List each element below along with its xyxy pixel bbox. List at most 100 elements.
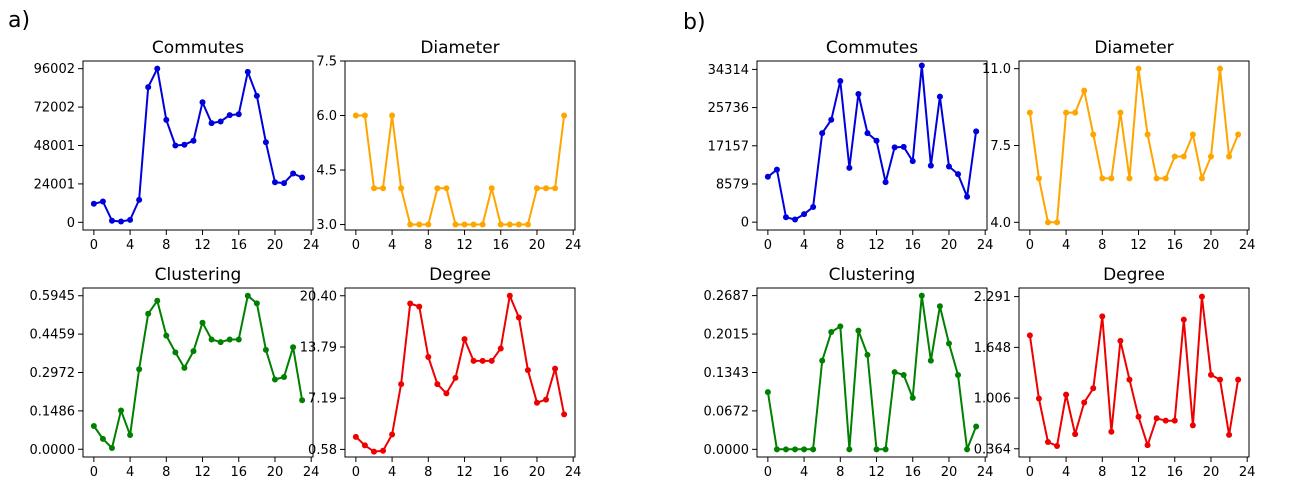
- x-tick-label-a-clustering: 12: [194, 465, 211, 479]
- x-tick-label-a-commutes: 24: [303, 238, 320, 253]
- data-point-a-clustering: [281, 373, 288, 380]
- data-point-b-commutes: [927, 162, 934, 169]
- plot-frame-a-clustering: [82, 287, 314, 458]
- data-point-a-clustering: [253, 300, 260, 307]
- data-point-a-diameter: [434, 185, 441, 192]
- data-point-a-commutes: [163, 116, 170, 123]
- data-point-b-diameter: [1126, 175, 1133, 182]
- data-point-a-commutes: [290, 170, 297, 177]
- x-tick-label-a-diameter: 12: [456, 238, 473, 253]
- data-point-b-degree: [1180, 316, 1187, 323]
- x-tick-label-a-commutes: 8: [162, 238, 170, 253]
- data-point-a-diameter: [543, 185, 550, 192]
- data-point-b-clustering: [900, 371, 907, 378]
- data-point-a-clustering: [271, 376, 278, 383]
- series-line-b-diameter: [1028, 67, 1240, 224]
- y-tick-label-b-diameter: 11.0: [982, 62, 1011, 77]
- data-point-b-commutes: [909, 158, 916, 165]
- series-line-a-degree: [355, 294, 566, 453]
- y-tick-label-b-commutes: 0: [741, 216, 749, 231]
- data-point-a-commutes: [271, 179, 278, 186]
- data-point-b-diameter: [1054, 219, 1061, 226]
- data-point-b-commutes: [782, 214, 789, 221]
- data-point-b-clustering: [927, 357, 934, 364]
- data-point-a-commutes: [253, 92, 260, 99]
- data-point-a-diameter: [398, 185, 405, 192]
- x-tick-label-b-clustering: 24: [977, 465, 994, 479]
- series-line-a-diameter: [355, 114, 566, 226]
- chart-title-b-commutes: Commutes: [826, 38, 918, 58]
- data-point-b-degree: [1144, 442, 1151, 449]
- chart-title-a-degree: Degree: [429, 265, 491, 285]
- x-tick-label-a-clustering: 8: [162, 465, 170, 479]
- x-tick-label-a-degree: 0: [352, 465, 360, 479]
- data-point-a-degree: [479, 357, 486, 364]
- data-point-a-diameter: [361, 112, 368, 119]
- y-tick-label-b-clustering: 0.1343: [704, 366, 750, 381]
- data-point-a-diameter: [352, 112, 359, 119]
- data-point-b-commutes: [973, 128, 980, 135]
- data-point-b-commutes: [918, 62, 925, 69]
- data-point-b-diameter: [1026, 109, 1033, 116]
- data-point-a-clustering: [154, 297, 161, 304]
- y-tick-label-a-degree: 13.79: [300, 340, 337, 355]
- data-point-a-degree: [497, 345, 504, 352]
- data-point-a-degree: [506, 292, 513, 299]
- data-point-a-commutes: [136, 196, 143, 203]
- data-point-b-commutes: [810, 204, 817, 211]
- x-tick-label-a-clustering: 16: [230, 465, 247, 479]
- data-point-a-degree: [407, 300, 414, 307]
- chart-title-a-commutes: Commutes: [152, 38, 244, 58]
- y-tick-label-b-commutes: 34314: [708, 63, 749, 78]
- x-tick-label-b-diameter: 0: [1026, 238, 1034, 253]
- y-tick-label-b-commutes: 8579: [716, 177, 749, 192]
- chart-title-b-clustering: Clustering: [829, 265, 916, 285]
- data-point-a-degree: [361, 442, 368, 449]
- data-point-b-degree: [1198, 293, 1205, 300]
- data-point-a-degree: [434, 381, 441, 388]
- data-point-a-clustering: [108, 444, 115, 451]
- data-point-a-degree: [488, 357, 495, 364]
- data-point-a-degree: [389, 431, 396, 438]
- data-point-b-degree: [1226, 431, 1233, 438]
- y-tick-label-b-degree: 1.006: [974, 392, 1011, 407]
- data-point-b-commutes: [846, 164, 853, 171]
- data-point-b-degree: [1044, 438, 1051, 445]
- data-point-b-clustering: [936, 303, 943, 310]
- series-line-a-clustering: [93, 294, 304, 449]
- data-point-b-diameter: [1108, 175, 1115, 182]
- data-point-a-clustering: [99, 435, 106, 442]
- data-point-a-degree: [533, 399, 540, 406]
- data-point-b-degree: [1054, 442, 1061, 449]
- data-point-a-commutes: [226, 112, 233, 119]
- data-point-b-commutes: [855, 90, 862, 97]
- data-point-a-degree: [461, 336, 468, 343]
- x-tick-label-b-commutes: 20: [941, 238, 958, 253]
- data-point-a-clustering: [118, 407, 125, 414]
- data-point-a-degree: [380, 447, 387, 454]
- data-point-b-commutes: [828, 116, 835, 123]
- data-point-a-diameter: [561, 112, 568, 119]
- data-point-a-clustering: [244, 292, 251, 299]
- data-point-a-degree: [543, 396, 550, 403]
- data-point-b-commutes: [955, 171, 962, 178]
- data-point-b-degree: [1153, 415, 1160, 422]
- data-point-a-diameter: [461, 221, 468, 228]
- series-line-b-clustering: [766, 294, 978, 451]
- x-tick-label-a-diameter: 8: [424, 238, 432, 253]
- data-point-a-commutes: [118, 218, 125, 225]
- data-point-b-degree: [1135, 413, 1142, 420]
- data-point-b-degree: [1171, 417, 1178, 424]
- data-point-b-diameter: [1135, 65, 1142, 72]
- y-tick-label-b-commutes: 17157: [708, 139, 749, 154]
- data-point-b-commutes: [792, 216, 799, 223]
- data-point-b-diameter: [1099, 175, 1106, 182]
- data-point-b-commutes: [891, 144, 898, 151]
- x-tick-label-b-diameter: 8: [1098, 238, 1106, 253]
- data-point-a-commutes: [208, 120, 215, 127]
- plot-frame-a-diameter: [344, 60, 576, 231]
- y-tick-label-a-commutes: 72002: [34, 101, 75, 116]
- data-point-b-clustering: [846, 446, 853, 453]
- data-point-b-degree: [1207, 371, 1214, 378]
- x-tick-label-b-diameter: 16: [1166, 238, 1183, 253]
